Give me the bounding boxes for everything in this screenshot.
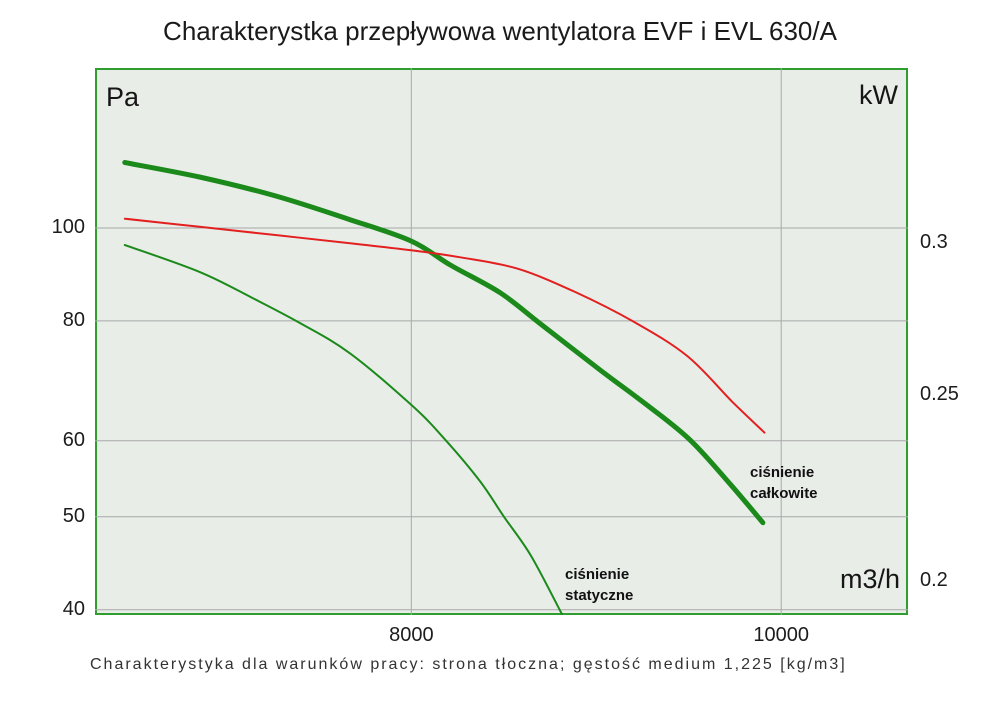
y-left-tick-label: 100 [51,215,85,238]
y-right-tick-label: 0.25 [920,383,959,406]
left-axis-unit-label: Pa [106,82,140,112]
y-left-tick-label: 80 [62,308,85,331]
y-right-tick-label: 0.2 [920,569,948,591]
static-pressure-curve-label: ciśnienie statyczne [565,566,634,604]
y-right-tick-label: 0.3 [920,231,948,254]
right-axis-unit-label: kW [859,80,898,110]
y-left-tick-label: 60 [62,428,85,451]
power-curve [123,217,766,434]
y-left-tick-label: 40 [62,597,85,620]
chart-caption: Charakterystyka dla warunków pracy: stro… [90,656,847,673]
x-tick-label: 10000 [753,624,810,646]
y-left-tick-label: 50 [62,504,85,527]
total-pressure-curve-label: ciśnienie całkowite [750,464,818,502]
total-pressure-curve [122,160,766,526]
plot-area [95,68,908,615]
chart-title: Charakterystka przepływowa wentylatora E… [163,16,837,46]
static-pressure-curve [123,244,563,615]
x-axis-unit-label: m3/h [839,564,900,594]
x-tick-label: 8000 [389,624,434,646]
